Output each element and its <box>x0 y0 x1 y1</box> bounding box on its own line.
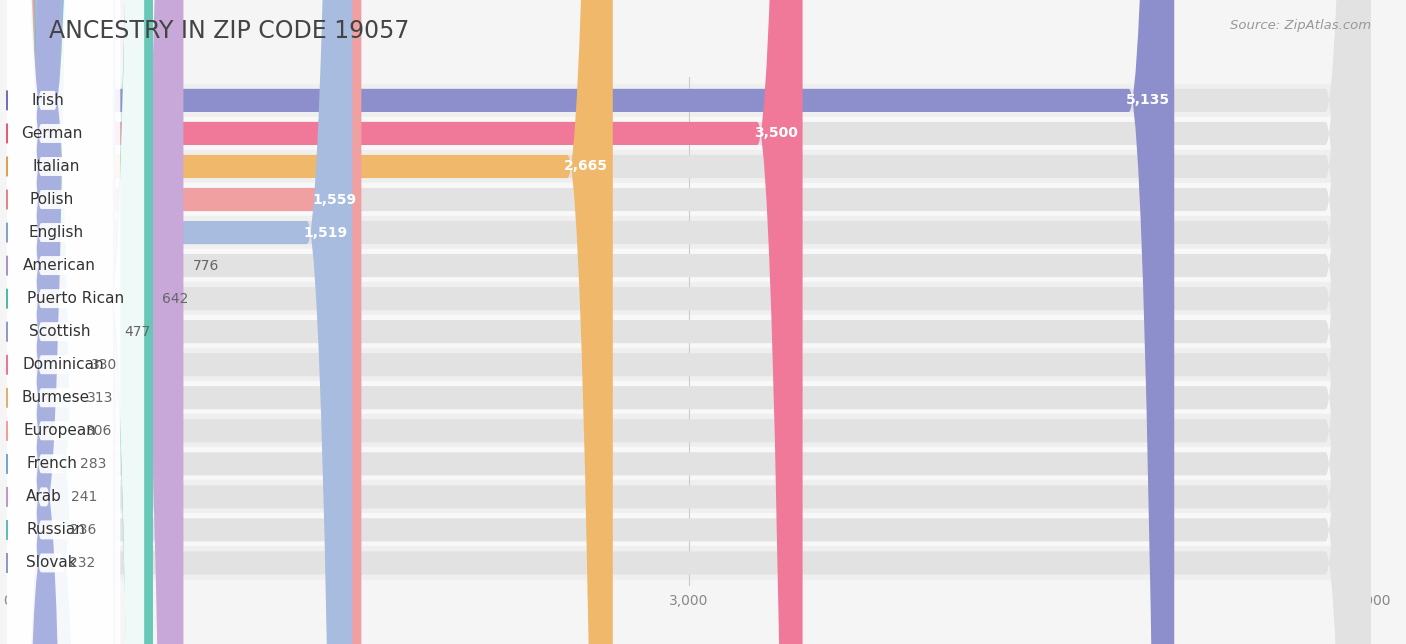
FancyBboxPatch shape <box>7 0 112 644</box>
FancyBboxPatch shape <box>7 0 1371 644</box>
Text: Scottish: Scottish <box>30 324 90 339</box>
Text: Puerto Rican: Puerto Rican <box>27 291 124 306</box>
Text: 232: 232 <box>69 556 96 570</box>
FancyBboxPatch shape <box>7 0 803 644</box>
Bar <box>7 546 1371 580</box>
FancyBboxPatch shape <box>7 0 353 644</box>
FancyBboxPatch shape <box>7 0 1371 644</box>
Text: 3,500: 3,500 <box>754 126 799 140</box>
Bar <box>7 183 1371 216</box>
FancyBboxPatch shape <box>7 0 1371 644</box>
Bar <box>7 315 1371 348</box>
FancyBboxPatch shape <box>7 0 1371 644</box>
FancyBboxPatch shape <box>7 0 62 644</box>
FancyBboxPatch shape <box>7 0 121 644</box>
Text: Polish: Polish <box>30 192 75 207</box>
FancyBboxPatch shape <box>7 0 97 644</box>
FancyBboxPatch shape <box>7 0 361 644</box>
FancyBboxPatch shape <box>7 0 153 644</box>
Text: 1,519: 1,519 <box>304 225 347 240</box>
FancyBboxPatch shape <box>7 0 72 644</box>
Text: French: French <box>27 457 77 471</box>
FancyBboxPatch shape <box>7 0 89 644</box>
FancyBboxPatch shape <box>7 0 60 644</box>
FancyBboxPatch shape <box>7 0 104 644</box>
FancyBboxPatch shape <box>7 0 1371 644</box>
Text: English: English <box>28 225 83 240</box>
Text: Arab: Arab <box>25 489 62 504</box>
Bar <box>7 480 1371 513</box>
FancyBboxPatch shape <box>7 0 112 644</box>
FancyBboxPatch shape <box>7 0 1371 644</box>
FancyBboxPatch shape <box>7 0 1371 644</box>
Bar <box>7 84 1371 117</box>
FancyBboxPatch shape <box>7 0 1371 644</box>
Text: ANCESTRY IN ZIP CODE 19057: ANCESTRY IN ZIP CODE 19057 <box>49 19 409 43</box>
FancyBboxPatch shape <box>7 0 1371 644</box>
FancyBboxPatch shape <box>7 0 1371 644</box>
Bar <box>7 216 1371 249</box>
FancyBboxPatch shape <box>7 0 104 644</box>
FancyBboxPatch shape <box>7 0 97 644</box>
Text: Russian: Russian <box>27 522 86 537</box>
Text: Italian: Italian <box>32 159 79 174</box>
FancyBboxPatch shape <box>7 0 183 644</box>
FancyBboxPatch shape <box>7 0 1371 644</box>
Text: 283: 283 <box>80 457 107 471</box>
Text: European: European <box>24 423 96 439</box>
Bar <box>7 381 1371 414</box>
FancyBboxPatch shape <box>7 0 60 644</box>
Text: Burmese: Burmese <box>21 390 90 405</box>
FancyBboxPatch shape <box>7 0 115 644</box>
FancyBboxPatch shape <box>7 0 1371 644</box>
FancyBboxPatch shape <box>7 0 1371 644</box>
Text: 330: 330 <box>91 357 117 372</box>
Bar <box>7 513 1371 546</box>
FancyBboxPatch shape <box>7 0 145 644</box>
Text: Source: ZipAtlas.com: Source: ZipAtlas.com <box>1230 19 1371 32</box>
Bar <box>7 414 1371 448</box>
Text: American: American <box>24 258 96 273</box>
Text: 1,559: 1,559 <box>312 193 357 207</box>
Text: 241: 241 <box>70 490 97 504</box>
Text: Slovak: Slovak <box>27 555 77 571</box>
Text: 236: 236 <box>70 523 96 537</box>
FancyBboxPatch shape <box>7 0 104 644</box>
Text: 306: 306 <box>86 424 112 438</box>
Text: Dominican: Dominican <box>22 357 104 372</box>
Text: 313: 313 <box>87 391 114 404</box>
FancyBboxPatch shape <box>7 0 104 644</box>
Bar <box>7 282 1371 315</box>
Text: 2,665: 2,665 <box>564 160 609 173</box>
FancyBboxPatch shape <box>7 0 97 644</box>
FancyBboxPatch shape <box>7 0 1371 644</box>
Text: 5,135: 5,135 <box>1126 93 1170 108</box>
Text: 776: 776 <box>193 259 219 272</box>
FancyBboxPatch shape <box>7 0 80 644</box>
Bar <box>7 150 1371 183</box>
FancyBboxPatch shape <box>7 0 112 644</box>
Text: 477: 477 <box>125 325 150 339</box>
Bar <box>7 448 1371 480</box>
FancyBboxPatch shape <box>7 0 79 644</box>
Text: German: German <box>21 126 83 141</box>
FancyBboxPatch shape <box>7 0 613 644</box>
FancyBboxPatch shape <box>7 0 82 644</box>
Text: 642: 642 <box>162 292 188 306</box>
Bar <box>7 117 1371 150</box>
Bar <box>7 249 1371 282</box>
FancyBboxPatch shape <box>7 0 1371 644</box>
FancyBboxPatch shape <box>7 0 97 644</box>
FancyBboxPatch shape <box>7 0 76 644</box>
Bar <box>7 348 1371 381</box>
FancyBboxPatch shape <box>7 0 1174 644</box>
Text: Irish: Irish <box>31 93 65 108</box>
